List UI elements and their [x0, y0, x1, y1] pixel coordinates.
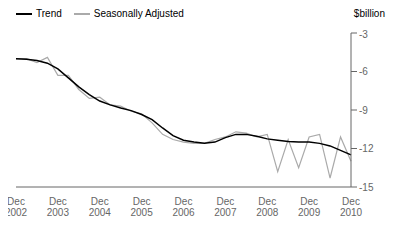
html-text:Seasonally Adjusted: Seasonally Adjusted	[93, 8, 184, 19]
svg-text:-6: -6	[359, 66, 368, 77]
svg-text:-12: -12	[359, 143, 374, 154]
svg-text:Dec2004: Dec2004	[89, 196, 112, 218]
svg-text:Dec2009: Dec2009	[298, 196, 321, 218]
svg-text:Dec2006: Dec2006	[172, 196, 195, 218]
svg-text:Dec2003: Dec2003	[47, 196, 70, 218]
svg-text:-3: -3	[359, 29, 368, 40]
html-text:$billion: $billion	[353, 8, 385, 19]
html-text:Trend: Trend	[36, 8, 62, 19]
svg-text:Dec2002: Dec2002	[8, 196, 28, 218]
svg-text:-9: -9	[359, 105, 368, 116]
svg-text:Dec2010: Dec2010	[340, 196, 363, 218]
svg-text:Dec2007: Dec2007	[214, 196, 237, 218]
svg-text:Dec2008: Dec2008	[256, 196, 279, 218]
svg-text:-15: -15	[359, 182, 374, 193]
svg-text:Dec2005: Dec2005	[131, 196, 154, 218]
